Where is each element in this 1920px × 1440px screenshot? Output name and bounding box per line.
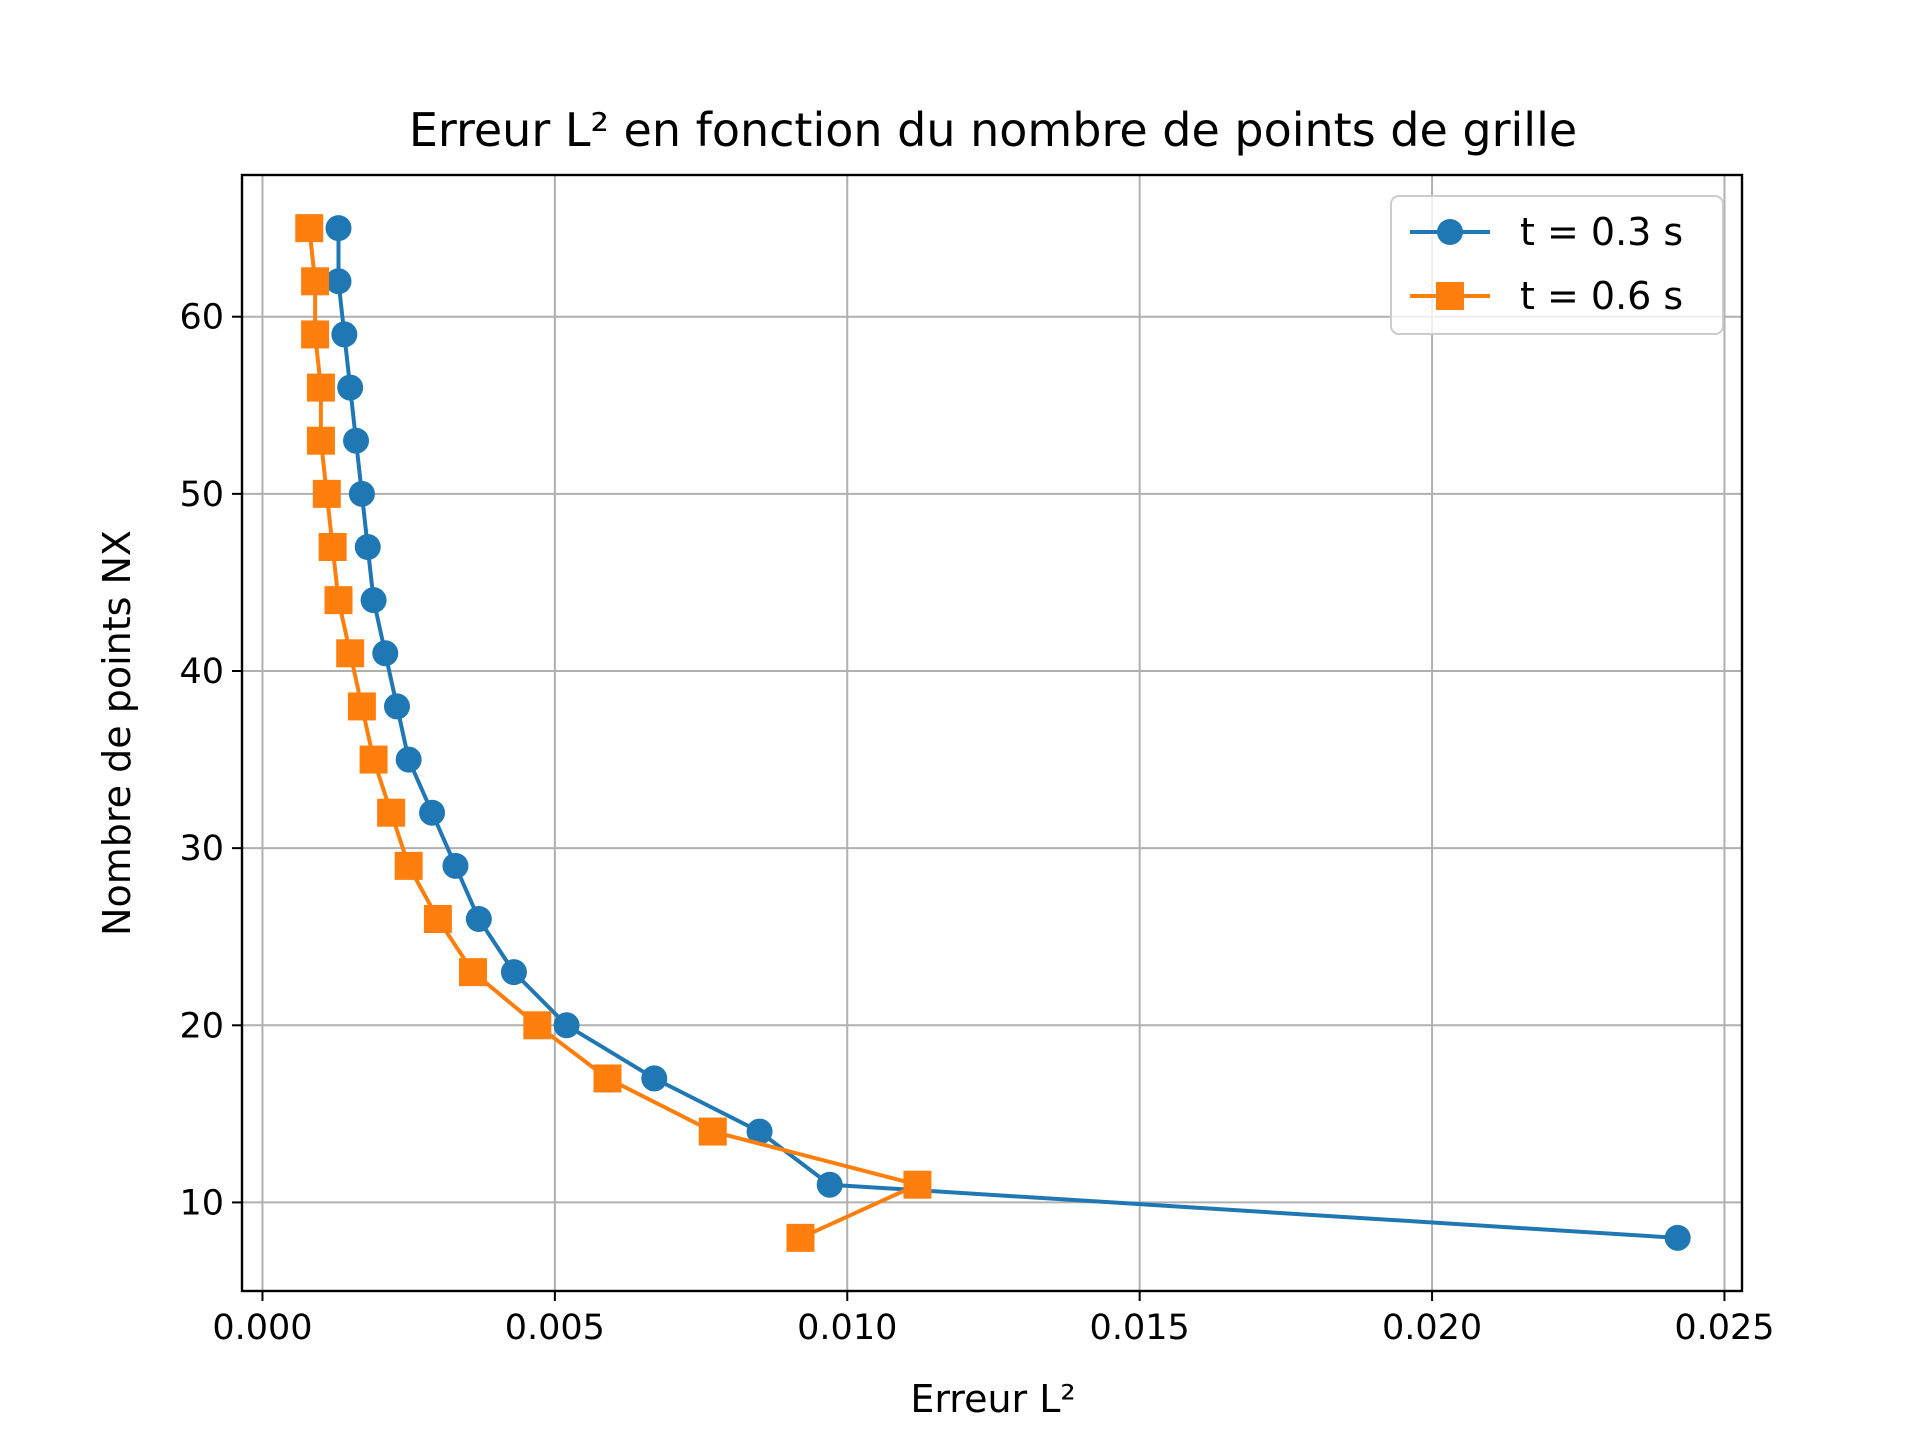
data-point [1664, 1224, 1691, 1251]
data-point [423, 905, 452, 933]
data-point [458, 958, 487, 987]
x-tick-label: 0.005 [505, 1308, 605, 1348]
data-point [442, 852, 469, 879]
data-point [312, 479, 341, 508]
data-point [295, 214, 324, 243]
data-point [325, 268, 352, 295]
data-point [318, 533, 347, 561]
y-tick-label: 10 [179, 1183, 224, 1223]
data-point [301, 320, 330, 349]
data-point [372, 640, 399, 667]
y-tick-label: 50 [179, 475, 224, 515]
x-tick-label: 0.020 [1382, 1308, 1482, 1348]
data-point [419, 799, 446, 826]
data-point [337, 374, 364, 401]
data-point [903, 1170, 932, 1199]
data-point [336, 639, 365, 668]
legend-marker [1437, 219, 1463, 245]
data-point [331, 321, 358, 348]
data-point [816, 1171, 843, 1198]
data-point [306, 373, 335, 402]
y-tick-label: 30 [179, 829, 224, 869]
data-point [395, 746, 422, 773]
x-tick-label: 0.015 [1090, 1308, 1190, 1348]
y-tick-label: 20 [179, 1006, 224, 1046]
y-tick-label: 40 [179, 652, 224, 692]
plot-frame [240, 173, 1744, 1293]
data-point [394, 851, 423, 880]
data-point [500, 959, 527, 986]
chart-title: Erreur L² en fonction du nombre de point… [409, 103, 1577, 157]
data-point [324, 586, 353, 615]
data-point [306, 426, 335, 455]
data-point [301, 267, 330, 296]
y-axis-label: Nombre de points NX [95, 530, 139, 936]
axis-ticks: 0.000 0.005 0.010 0.015 0.020 0.025 10 20 30 40 50… [179, 298, 1774, 1348]
legend-label: t = 0.6 s [1520, 274, 1683, 318]
legend: t = 0.3 s t = 0.6 s [1390, 195, 1724, 335]
x-tick-label: 0.025 [1674, 1308, 1774, 1348]
data-point [746, 1118, 773, 1145]
legend-item-2: t = 0.6 s [1410, 274, 1683, 318]
data-point [347, 692, 376, 721]
data-point [377, 798, 406, 827]
series-2 [295, 214, 932, 1252]
legend-item-1: t = 0.3 s [1410, 210, 1683, 254]
x-tick-label: 0.010 [797, 1308, 897, 1348]
data-point [465, 906, 492, 932]
series-layer [295, 214, 1691, 1252]
data-point [325, 215, 352, 242]
data-point [641, 1065, 668, 1092]
data-point [359, 745, 388, 774]
grid-lines [242, 175, 1742, 1291]
y-tick-label: 60 [179, 298, 224, 338]
legend-marker [1436, 282, 1464, 310]
data-point [354, 534, 381, 560]
data-point [343, 427, 370, 454]
data-point [523, 1011, 552, 1040]
data-point [348, 480, 375, 507]
data-point [786, 1223, 815, 1252]
legend-label: t = 0.3 s [1520, 210, 1683, 254]
series-1 [325, 215, 1691, 1251]
data-point [360, 587, 387, 614]
data-point [698, 1117, 727, 1146]
x-tick-label: 0.000 [212, 1308, 312, 1348]
x-axis-label: Erreur L² [910, 1377, 1075, 1421]
data-point [553, 1012, 580, 1039]
data-point [383, 693, 410, 720]
data-point [593, 1064, 622, 1093]
